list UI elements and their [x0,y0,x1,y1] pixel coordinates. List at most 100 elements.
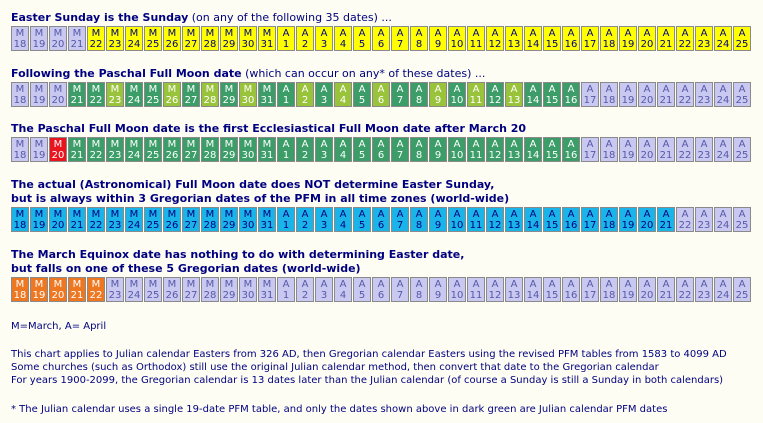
date-cell: M 25 [144,137,162,162]
month-label: A [301,208,309,220]
month-label: A [567,138,575,150]
day-label: 7 [396,289,404,301]
day-label: 2 [301,38,309,50]
date-cell: A 19 [619,26,637,51]
date-cell: A 11 [467,26,485,51]
month-label: M [110,27,120,39]
day-label: 25 [735,219,749,231]
month-label: A [491,138,499,150]
month-label: A [586,138,594,150]
date-cell: M 19 [30,207,48,232]
day-label: 4 [339,94,347,106]
footnote: * The Julian calendar uses a single 19-d… [11,404,668,415]
day-label: 11 [469,289,483,301]
date-cell: A 17 [581,277,599,302]
day-label: 28 [203,94,217,106]
day-label: 22 [678,94,692,106]
day-label: 19 [32,219,46,231]
date-cell: A 10 [448,277,466,302]
day-label: 18 [602,94,616,106]
month-label: M [72,83,82,95]
month-label: A [624,278,632,290]
day-label: 29 [222,289,236,301]
day-label: 17 [583,38,597,50]
day-label: 24 [127,149,141,161]
day-label: 30 [241,289,255,301]
month-label: M [262,278,272,290]
month-label: A [738,278,746,290]
date-cell: M 22 [87,82,105,107]
note-line-1: This chart applies to Julian calendar Ea… [11,349,727,360]
month-label: A [453,83,461,95]
date-cell: M 26 [163,207,181,232]
date-row-easter-sunday: M 18 M 19 M 20 M 21 M 22 M 23 M 24 M 25 M 26 M 27 M 28 M 29 M 30 M… [11,26,752,51]
month-label: M [205,208,215,220]
day-label: 24 [127,38,141,50]
date-cell: A 17 [581,137,599,162]
date-cell: M 27 [182,207,200,232]
date-cell: M 25 [144,26,162,51]
date-cell: M 21 [68,26,86,51]
month-label: A [377,27,385,39]
month-label: M [186,278,196,290]
month-label: A [434,208,442,220]
month-label: M [53,138,63,150]
date-cell: M 23 [106,82,124,107]
month-label: A [453,208,461,220]
day-label: 6 [377,38,385,50]
month-label: M [148,83,158,95]
day-label: 12 [488,94,502,106]
day-label: 27 [184,38,198,50]
month-label: A [339,27,347,39]
month-label: M [129,208,139,220]
day-label: 10 [450,38,464,50]
date-cell: A 15 [543,137,561,162]
date-cell: A 18 [600,137,618,162]
day-label: 9 [434,94,442,106]
day-label: 26 [165,94,179,106]
day-label: 31 [260,38,274,50]
day-label: 16 [564,289,578,301]
date-cell: A 14 [524,207,542,232]
day-label: 8 [415,149,423,161]
date-cell: A 23 [695,277,713,302]
day-label: 16 [564,38,578,50]
month-label: A [700,278,708,290]
day-label: 24 [716,38,730,50]
month-label: A [396,27,404,39]
month-label: M [186,83,196,95]
date-cell: M 29 [220,277,238,302]
day-label: 17 [583,149,597,161]
month-label: A [434,27,442,39]
date-cell: A 10 [448,82,466,107]
month-label: A [282,278,290,290]
day-label: 25 [146,289,160,301]
date-cell: A 10 [448,26,466,51]
day-label: 6 [377,289,385,301]
month-label: A [700,83,708,95]
day-label: 5 [358,38,366,50]
month-label: A [719,27,727,39]
month-label: M [205,138,215,150]
day-label: 19 [621,289,635,301]
date-row-ecclesiastical-full-moon: M 18 M 19 M 20 M 21 M 22 M 23 M 24 M 25 M 26 M 27 M 28 M 29 M 30 M… [11,137,752,162]
day-label: 8 [415,94,423,106]
month-label: A [662,208,670,220]
month-label: A [700,138,708,150]
day-label: 11 [469,94,483,106]
month-label: M [110,138,120,150]
day-label: 16 [564,149,578,161]
date-cell: M 25 [144,277,162,302]
